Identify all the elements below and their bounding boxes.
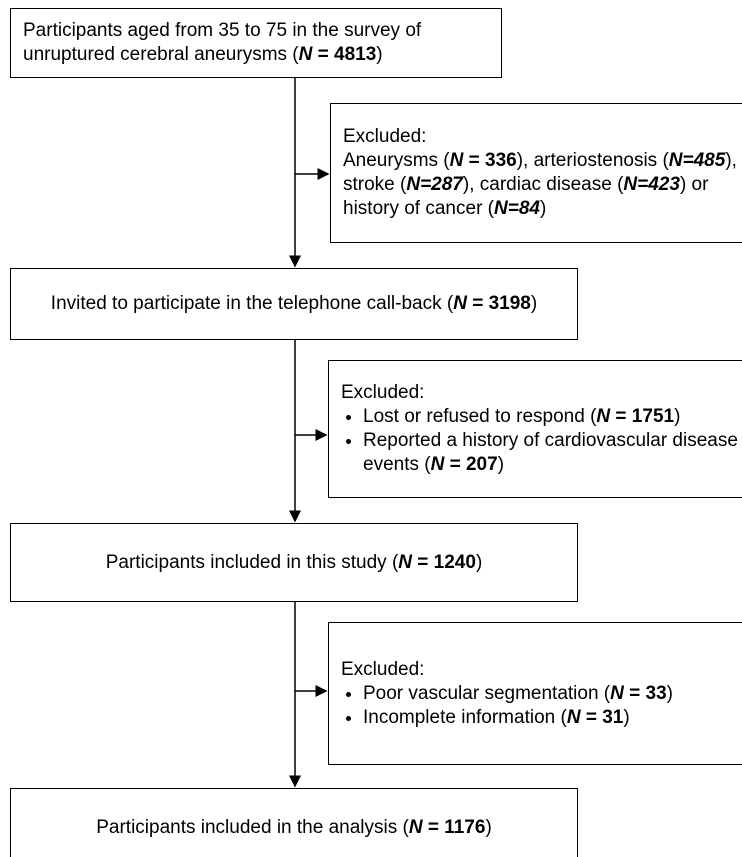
text-run: N [398,551,413,573]
text-run: ) [674,406,681,427]
exclusion-item: Poor vascular segmentation (N = 33) [363,682,742,706]
box-text: Participants aged from 35 to 75 in the s… [23,19,489,67]
text-run: N=485 [668,150,726,171]
text-run: Reported a history of cardiovascular dis… [363,430,738,475]
text-run: Invited to participate in the telephone … [50,293,454,314]
exclusion-heading: Excluded: [341,658,425,680]
text-run: ), stroke ( [343,150,737,195]
box-text: Invited to participate in the telephone … [23,292,565,316]
text-run: = 33 [623,682,667,704]
text-run: N [453,293,467,314]
text-run: = 31 [580,706,624,728]
exclusion-item: Lost or refused to respond (N = 1751) [363,405,742,429]
text-run: ) [539,198,547,219]
text-run: ) [497,454,505,475]
text-run: ) or history of cancer ( [343,174,709,219]
exclusion-box: Excluded:Poor vascular segmentation (N =… [328,622,742,765]
text-run: N [449,150,464,171]
text-run: ) [530,293,538,314]
process-box: Invited to participate in the telephone … [10,268,578,340]
process-box: Participants included in this study (N =… [10,523,578,602]
text-run: Aneurysms ( [343,150,450,171]
text-run: Participants included in the analysis ( [96,817,409,838]
text-run: Participants included in this study ( [105,551,399,573]
exclusion-list: Lost or refused to respond (N = 1751)Rep… [341,405,742,477]
text-run: ) [475,551,483,573]
box-text: Participants included in this study (N =… [23,551,565,575]
text-run: N=84 [494,198,540,219]
text-run: ), arteriostenosis ( [516,150,669,171]
text-run: ) [666,682,673,704]
text-run: N [610,682,624,704]
text-run: = 3198 [466,293,531,314]
text-run: = 207 [444,454,498,475]
text-run: Participants aged from 35 to 75 in the s… [23,20,422,65]
exclusion-item: Reported a history of cardiovascular dis… [363,429,742,477]
text-run: N [596,406,611,427]
text-run: N [408,817,423,838]
exclusion-text: Aneurysms (N = 336), arteriostenosis (N=… [343,149,742,221]
process-box: Participants aged from 35 to 75 in the s… [10,8,502,78]
text-run: N [566,706,581,728]
text-run: Lost or refused to respond ( [363,406,597,427]
text-run: Incomplete information ( [363,706,567,728]
exclusion-box: Excluded:Lost or refused to respond (N =… [328,360,742,498]
text-run: Poor vascular segmentation ( [363,682,611,704]
text-run: = 1240 [412,551,476,573]
text-run: ) [623,706,630,728]
text-run: = 336 [463,150,517,171]
exclusion-list: Poor vascular segmentation (N = 33)Incom… [341,682,742,730]
exclusion-box: Excluded: Aneurysms (N = 336), arterioste… [330,103,742,243]
exclusion-heading: Excluded: [341,382,425,403]
text-run: N=287 [406,174,463,195]
exclusion-heading: Excluded: [343,126,427,147]
text-run: N [298,44,313,65]
exclusion-item: Incomplete information (N = 31) [363,706,742,730]
text-run: = 4813 [312,44,377,65]
text-run: N [430,454,445,475]
text-run: = 1751 [610,406,675,427]
text-run: = 1176 [422,817,486,838]
box-text: Participants included in the analysis (N… [23,816,565,840]
text-run: ) [376,44,383,65]
process-box: Participants included in the analysis (N… [10,788,578,857]
text-run: N=423 [623,174,680,195]
text-run: ) [485,817,492,838]
text-run: ), cardiac disease ( [462,174,624,195]
